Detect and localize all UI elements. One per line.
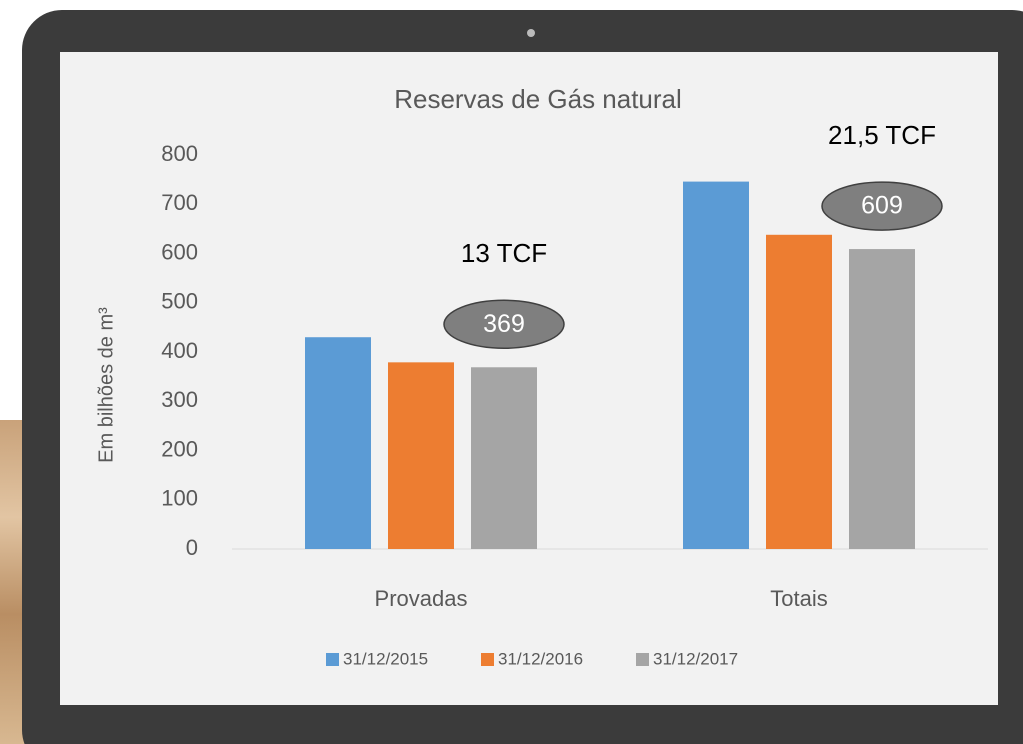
legend-label: 31/12/2016 <box>498 649 583 668</box>
y-tick-label: 0 <box>186 535 198 560</box>
y-tick-label: 800 <box>161 141 198 166</box>
y-tick-label: 700 <box>161 190 198 215</box>
y-tick-label: 600 <box>161 239 198 264</box>
chart-title: Reservas de Gás natural <box>394 84 682 114</box>
bar <box>849 249 915 549</box>
camera <box>527 29 535 37</box>
data-label-bubble <box>821 181 943 231</box>
data-label-bubble <box>443 299 565 350</box>
y-tick-label: 500 <box>161 289 198 314</box>
legend-label: 31/12/2017 <box>653 649 738 668</box>
legend-label: 31/12/2015 <box>343 649 428 668</box>
legend-swatch <box>326 653 339 666</box>
data-label: 609 <box>861 192 903 220</box>
x-tick-label: Totais <box>770 586 827 611</box>
y-tick-label: 100 <box>161 486 198 511</box>
data-label: 369 <box>483 310 525 338</box>
annotation: 13 TCF <box>461 238 547 268</box>
bar <box>766 234 832 549</box>
bar <box>305 337 371 549</box>
legend-swatch <box>636 653 649 666</box>
y-tick-label: 400 <box>161 338 198 363</box>
bar <box>388 362 454 549</box>
y-axis-label: Em bilhões de m³ <box>95 307 117 463</box>
x-tick-label: Provadas <box>375 586 468 611</box>
y-tick-label: 300 <box>161 387 198 412</box>
y-tick-label: 200 <box>161 436 198 461</box>
annotation: 21,5 TCF <box>828 120 936 150</box>
bar <box>683 181 749 549</box>
bar <box>471 367 537 549</box>
legend-swatch <box>481 653 494 666</box>
